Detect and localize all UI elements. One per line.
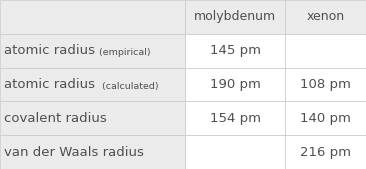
Bar bbox=[285, 0, 366, 34]
Bar bbox=[285, 101, 366, 135]
Text: (calculated): (calculated) bbox=[96, 82, 159, 91]
Bar bbox=[185, 135, 285, 169]
Text: atomic radius: atomic radius bbox=[4, 44, 96, 57]
Bar bbox=[0, 101, 185, 135]
Text: atomic radius: atomic radius bbox=[4, 78, 96, 91]
Text: covalent radius: covalent radius bbox=[4, 112, 107, 125]
Bar bbox=[285, 68, 366, 101]
Text: van der Waals radius: van der Waals radius bbox=[4, 146, 144, 159]
Text: 145 pm: 145 pm bbox=[210, 44, 261, 57]
Text: xenon: xenon bbox=[307, 10, 345, 23]
Text: (empirical): (empirical) bbox=[96, 48, 151, 57]
Bar bbox=[0, 0, 185, 34]
Bar bbox=[185, 101, 285, 135]
Text: molybdenum: molybdenum bbox=[194, 10, 276, 23]
Text: 108 pm: 108 pm bbox=[300, 78, 351, 91]
Text: 154 pm: 154 pm bbox=[210, 112, 261, 125]
Text: 216 pm: 216 pm bbox=[300, 146, 351, 159]
Bar bbox=[285, 135, 366, 169]
Bar bbox=[0, 68, 185, 101]
Text: 140 pm: 140 pm bbox=[300, 112, 351, 125]
Bar bbox=[185, 68, 285, 101]
Bar bbox=[185, 0, 285, 34]
Bar bbox=[0, 34, 185, 68]
Text: 190 pm: 190 pm bbox=[210, 78, 261, 91]
Bar bbox=[0, 135, 185, 169]
Bar bbox=[185, 34, 285, 68]
Bar bbox=[285, 34, 366, 68]
